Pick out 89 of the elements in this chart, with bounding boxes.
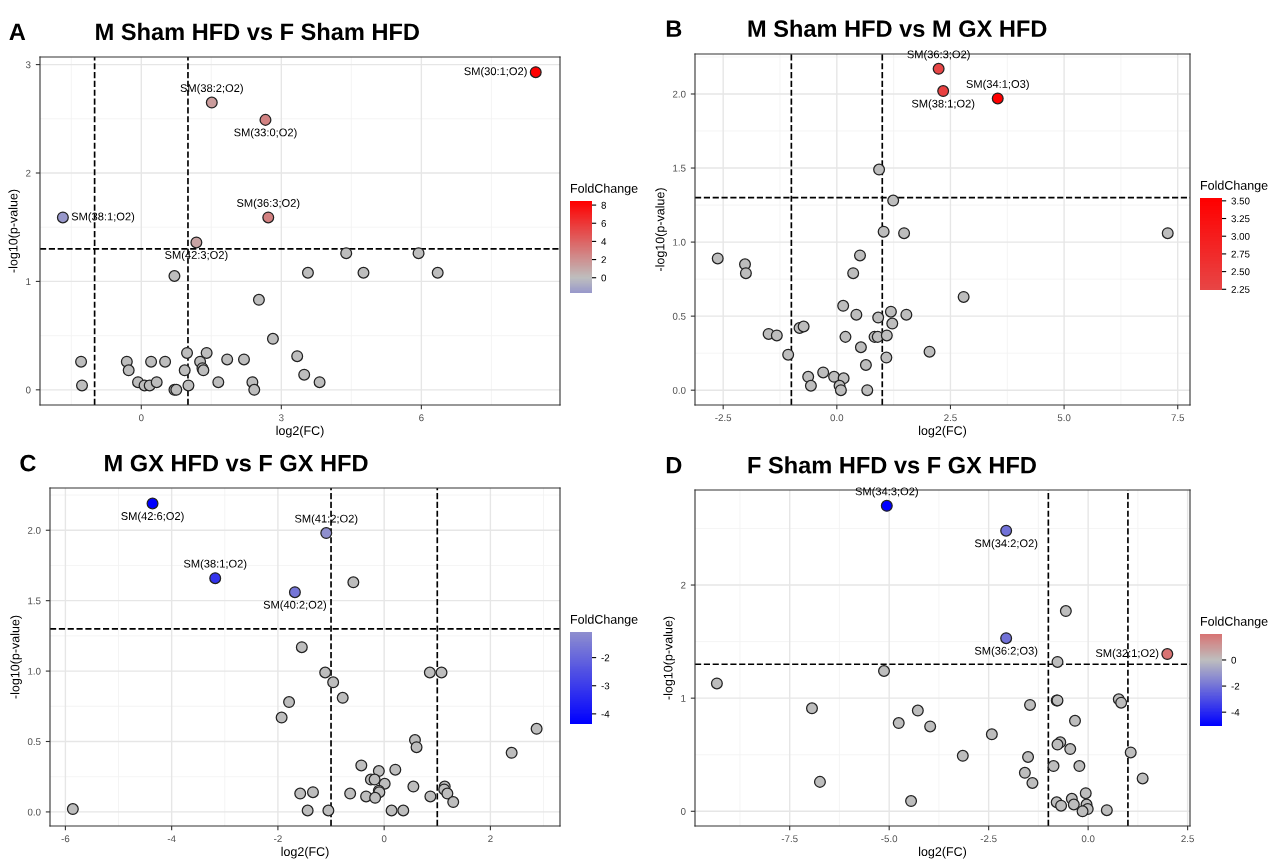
y-axis-title: -log10(p-value)	[663, 616, 676, 700]
color-bar-label: 2.50	[1231, 268, 1250, 276]
x-tick-label: -2	[274, 835, 282, 843]
y-axis-title: -log10(p-value)	[655, 188, 667, 271]
x-axis-title: log2(FC)	[919, 425, 967, 438]
annotation: SM(34:2;O2)	[974, 539, 1038, 550]
x-tick-label: 2.5	[1181, 835, 1194, 843]
color-bar-label: 0	[601, 274, 607, 282]
y-tick-label: 1.5	[673, 164, 686, 172]
y-tick-label: 3	[25, 61, 31, 69]
x-tick-label: -2.5	[980, 835, 997, 843]
x-tick-label: -4	[167, 835, 176, 843]
y-axis-title: -log10(p-value)	[8, 189, 21, 273]
color-bar-label: 2	[601, 256, 606, 264]
annotation: SM(33:0;O2)	[234, 128, 297, 139]
annotation: SM(41:2;O2)	[294, 514, 358, 525]
x-tick-label: 3	[279, 414, 284, 422]
chart-title: M Sham HFD vs M GX HFD	[748, 19, 1047, 38]
y-tick-label: 0.0	[27, 808, 41, 816]
annotation: SM(38:1;O2)	[911, 99, 975, 110]
color-bar-label: -2	[1231, 682, 1240, 690]
y-tick-label: 0.0	[672, 386, 686, 394]
x-tick-label: 0	[381, 835, 387, 843]
x-tick-label: 5.0	[1057, 414, 1071, 422]
annotation: SM(38:2;O2)	[180, 83, 243, 95]
color-bar-label: 0	[1231, 656, 1237, 664]
y-tick-label: 1.0	[673, 238, 686, 246]
annotation: SM(42:3;O2)	[165, 250, 228, 262]
x-tick-label: -2.5	[715, 414, 732, 422]
y-tick-label: 2.0	[672, 90, 686, 98]
y-tick-label: 0	[680, 808, 686, 815]
annotation: SM(40:2;O2)	[263, 600, 327, 611]
annotation: SM(30:1;O2)	[464, 67, 527, 78]
x-tick-label: 2.5	[944, 414, 957, 422]
y-tick-label: 1.5	[28, 597, 41, 605]
color-bar-label: 8	[601, 201, 607, 209]
y-tick-label: 0.5	[672, 312, 686, 320]
color-bar-label: -3	[601, 682, 610, 690]
x-tick-label: -6	[61, 835, 70, 843]
y-tick-label: 1.0	[28, 667, 41, 675]
x-tick-label: 0.0	[830, 414, 844, 422]
y-tick-label: 2	[26, 169, 31, 177]
color-bar-label: 3.25	[1231, 215, 1250, 223]
color-bar-title: FoldChange	[1201, 616, 1268, 629]
x-axis-title: log2(FC)	[919, 846, 967, 859]
annotation: SM(36:3;O2)	[907, 50, 970, 61]
text: C	[20, 454, 36, 472]
annotation: SM(32:1;O2)	[1095, 648, 1159, 660]
color-bar-label: 6	[601, 219, 607, 227]
color-bar-title: FoldChange	[571, 614, 638, 627]
annotation: SM(38:1;O2)	[71, 212, 135, 223]
color-bar-label: -2	[601, 654, 610, 662]
y-tick-label: 0.5	[27, 738, 41, 746]
color-bar-label: 4	[601, 238, 607, 245]
x-tick-label: -7.5	[781, 835, 798, 843]
chart-title: F Sham HFD vs F GX HFD	[748, 456, 1036, 474]
annotation: SM(36:3;O2)	[236, 198, 300, 210]
annotation: SM(42:6;O2)	[121, 511, 184, 523]
color-bar-label: -4	[601, 710, 610, 718]
color-bar-label: 2.75	[1231, 250, 1250, 258]
x-axis-title: log2(FC)	[281, 846, 329, 859]
x-tick-label: 7.5	[1171, 414, 1185, 422]
x-tick-label: 6	[419, 414, 424, 422]
color-bar-title: FoldChange	[1201, 180, 1268, 193]
chart-title: M Sham HFD vs F Sham HFD	[96, 22, 419, 41]
color-bar-label: 3.50	[1231, 197, 1250, 205]
y-axis-title: -log10(p-value)	[10, 615, 22, 699]
annotation: SM(38:1;O2)	[183, 559, 247, 570]
y-tick-label: 1	[26, 278, 31, 285]
color-bar-label: 3.00	[1231, 232, 1250, 240]
annotation: SM(34:1;O3)	[966, 79, 1029, 91]
chart-title: M GX HFD vs F GX HFD	[105, 454, 368, 472]
text: B	[666, 20, 682, 37]
color-bar-label: 2.25	[1231, 286, 1250, 293]
color-bar-label: -4	[1231, 709, 1240, 716]
annotation: SM(36:2;O3)	[974, 646, 1038, 657]
x-tick-label: 0.0	[1081, 835, 1095, 843]
x-tick-label: 0	[138, 414, 144, 422]
x-axis-title: log2(FC)	[276, 425, 324, 438]
text: D	[666, 457, 682, 474]
y-tick-label: 2.0	[27, 526, 41, 534]
annotation: SM(34:3;O2)	[855, 487, 918, 498]
y-tick-label: 1	[681, 695, 686, 702]
y-tick-label: 0	[25, 386, 31, 394]
x-tick-label: -5.0	[881, 835, 898, 843]
text: A	[9, 23, 26, 40]
color-bar-title: FoldChange	[571, 183, 638, 196]
y-tick-label: 2	[681, 581, 686, 589]
x-tick-label: 2	[488, 835, 493, 843]
